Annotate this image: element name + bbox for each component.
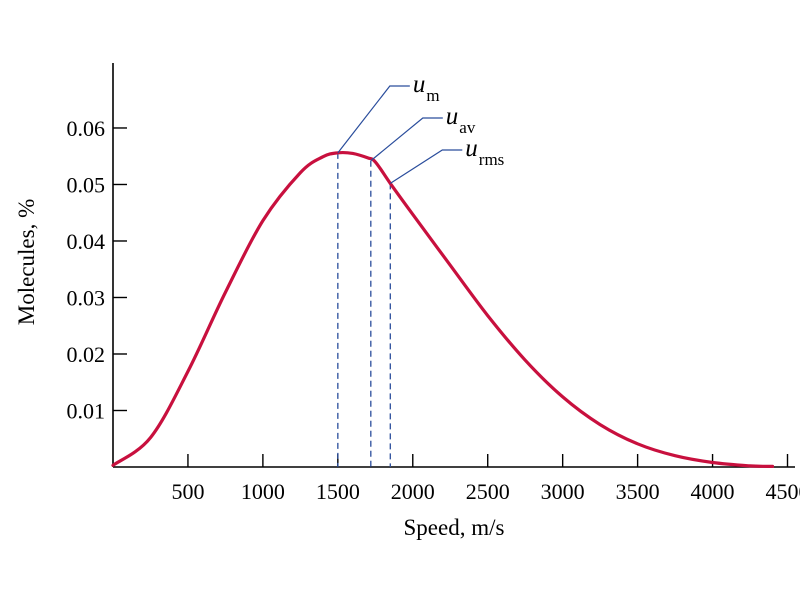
series-group (111, 150, 775, 468)
x-tick-label: 1000 (241, 479, 285, 504)
y-axis-title: Molecules, % (14, 199, 39, 325)
y-tick-label: 0.04 (67, 229, 106, 254)
x-tick-label: 2500 (466, 479, 510, 504)
y-tick-label: 0.06 (67, 116, 106, 141)
annotation-subscript: av (459, 118, 476, 137)
annotation-leader (370, 117, 443, 162)
axes (112, 63, 795, 468)
x-tick-label: 3000 (541, 479, 585, 504)
x-tick-label: 1500 (316, 479, 360, 504)
annotation-label-m: um (413, 71, 440, 105)
y-tick-label: 0.05 (67, 172, 106, 197)
distribution-curve (111, 150, 775, 468)
annotation-leader (337, 85, 410, 154)
y-tick-label: 0.01 (67, 398, 106, 423)
annotation-leader (389, 149, 463, 184)
x-axis-title: Speed, m/s (404, 515, 505, 540)
annotation-label-av: uav (446, 103, 476, 137)
x-tick-label: 3500 (616, 479, 660, 504)
y-tick-label: 0.03 (67, 285, 106, 310)
y-tick-label: 0.02 (67, 342, 106, 367)
annotation-label-rms: urms (465, 135, 504, 169)
x-tick-label: 2000 (391, 479, 435, 504)
annotation-subscript: rms (479, 150, 505, 169)
speed-marker-lines (337, 152, 391, 467)
x-tick-label: 500 (171, 479, 204, 504)
annotation-subscript: m (426, 86, 439, 105)
x-tick-label: 4000 (691, 479, 735, 504)
